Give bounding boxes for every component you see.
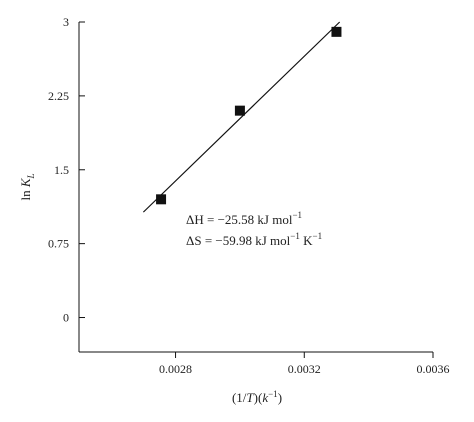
data-point bbox=[234, 105, 245, 116]
fit-line-group bbox=[142, 21, 341, 213]
y-tick-label: 1.5 bbox=[54, 163, 69, 177]
ticks: 0 0.75 1.5 2.25 3 0.0028 0.0032 0.0036 bbox=[48, 15, 450, 376]
x-tick-label: 0.0028 bbox=[159, 362, 192, 376]
x-axis-label: (1/T)(k−1) bbox=[232, 389, 282, 405]
axes bbox=[78, 22, 433, 353]
y-tick-label: 0 bbox=[63, 311, 69, 325]
data-point bbox=[331, 26, 342, 37]
annotation-enthalpy: ΔH = −25.58 kJ mol−1 bbox=[186, 210, 302, 227]
annotation-entropy: ΔS = −59.98 kJ mol−1 K−1 bbox=[186, 231, 322, 248]
y-tick-label: 2.25 bbox=[48, 89, 69, 103]
fit-line bbox=[142, 21, 341, 213]
y-axis-label: ln KL bbox=[18, 173, 36, 200]
x-tick-label: 0.0032 bbox=[288, 362, 321, 376]
y-tick-label: 0.75 bbox=[48, 237, 69, 251]
y-tick-label: 3 bbox=[63, 15, 69, 29]
data-point bbox=[156, 194, 167, 205]
x-tick-label: 0.0036 bbox=[417, 362, 450, 376]
data-points bbox=[156, 26, 342, 205]
